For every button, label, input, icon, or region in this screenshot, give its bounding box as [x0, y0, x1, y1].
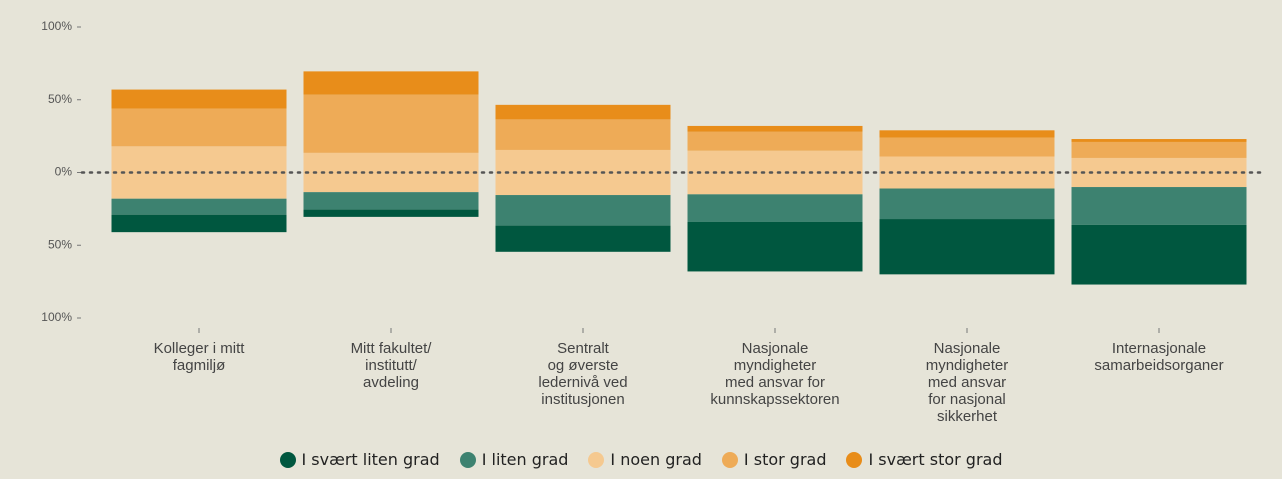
y-tick-label: 50%	[48, 237, 72, 251]
bar-segment	[303, 71, 479, 95]
bar-segment	[111, 108, 287, 147]
legend-item: I stor grad	[721, 450, 827, 469]
legend: I svært liten grad I liten grad I noen gra…	[0, 450, 1282, 469]
x-tick-label: Sentralt og øverste ledernivå ved instit…	[538, 340, 628, 408]
legend-item: I liten grad	[459, 450, 569, 469]
bar-segment	[1071, 141, 1247, 158]
bar-segment	[111, 214, 287, 233]
bar-segment	[879, 219, 1055, 275]
x-tick-label: Internasjonale samarbeidsorganer	[1094, 340, 1224, 374]
bar-segment	[687, 194, 863, 222]
legend-swatch	[846, 451, 863, 468]
bar-segment	[879, 137, 1055, 157]
legend-swatch	[721, 451, 738, 468]
bar-segment	[303, 94, 479, 153]
legend-label: I svært liten grad	[301, 450, 440, 469]
bar-segment	[879, 188, 1055, 220]
bar-segment	[303, 209, 479, 217]
bar-segment	[495, 104, 671, 120]
y-tick-label: 0%	[55, 165, 73, 179]
y-tick-label: 100%	[41, 19, 72, 33]
bar-segment	[111, 198, 287, 215]
legend-item: I svært liten grad	[279, 450, 440, 469]
y-tick-label: 50%	[48, 92, 72, 106]
y-tick-label: 100%	[41, 310, 72, 324]
x-tick-label: Nasjonale myndigheter med ansvar for kun…	[710, 340, 840, 408]
bar-segment	[687, 221, 863, 272]
legend-label: I svært stor grad	[868, 450, 1003, 469]
legend-label: I stor grad	[743, 450, 827, 469]
x-tick-label: Mitt fakultet/ institutt/ avdeling	[350, 340, 432, 391]
x-tick-label: Kolleger i mitt fagmiljø	[153, 340, 245, 374]
legend-label: I liten grad	[481, 450, 569, 469]
bar-segment	[1071, 139, 1247, 142]
legend-swatch	[279, 451, 296, 468]
bar-segment	[1071, 224, 1247, 285]
legend-label: I noen grad	[610, 450, 702, 469]
bar-segment	[687, 125, 863, 132]
bar-segment	[303, 192, 479, 210]
bar-segment	[1071, 187, 1247, 225]
bar-segment	[495, 195, 671, 226]
bar-segment	[687, 131, 863, 151]
legend-item: I noen grad	[588, 450, 702, 469]
bar-segment	[879, 130, 1055, 138]
x-tick-label: Nasjonale myndigheter med ansvar for nas…	[925, 340, 1009, 425]
legend-item: I svært stor grad	[846, 450, 1003, 469]
legend-swatch	[588, 451, 605, 468]
bar-segment	[495, 225, 671, 252]
bar-segment	[495, 119, 671, 150]
bar-segment	[111, 89, 287, 109]
legend-swatch	[459, 451, 476, 468]
